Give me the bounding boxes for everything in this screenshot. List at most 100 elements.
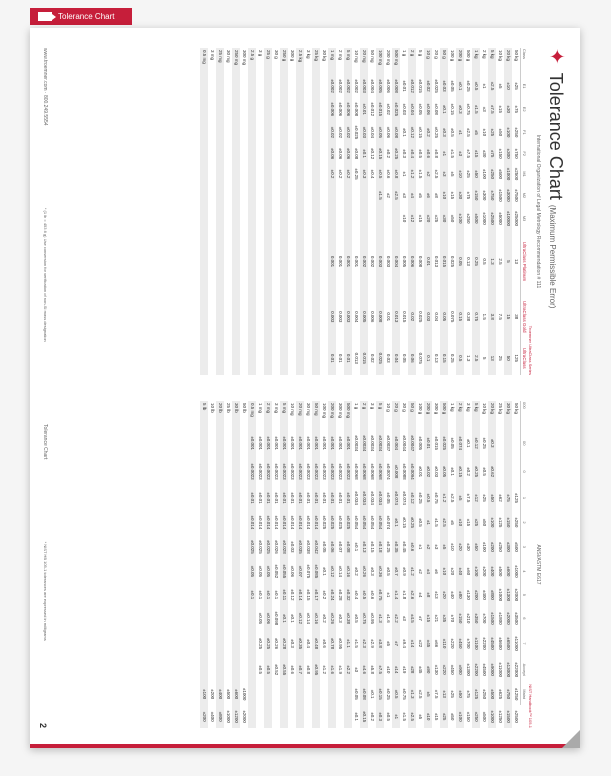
cell: ±200 [209,683,217,706]
cell [209,535,217,559]
cell [289,341,297,375]
cell [257,121,265,144]
cell: ±0.025 [257,535,265,559]
col-header: E1 [521,75,529,98]
table-row: 200 mg±0.006±0.02±0.06±0.2±0.6±20.0030.0… [385,48,393,375]
cell: ±1000 [489,705,497,728]
cell: ±0.1 [369,683,377,706]
cell: ±50 [473,163,481,184]
cell: ±0.26 [273,631,281,657]
cell: ±0.52 [273,656,281,682]
cell: ±0.035 [297,535,305,559]
cell: 200 mg [329,401,337,429]
cell: ±0.015 [417,75,425,98]
cell: ±2500 [513,163,521,184]
right-table-header-right: NIST Handbook™ 105-1 [528,401,533,728]
table-row: 25 kg [313,48,321,375]
cell: 5 lb [201,401,209,429]
table-row: 200 g±0.1±0.3±1±3±10±30±1000.050.150.5 [457,48,465,375]
cell: ±10 [401,206,409,231]
table-row: 250 mg [233,48,241,375]
cell [201,98,209,121]
cell: 25 [497,341,505,375]
cell: ±250 [473,705,481,728]
cell: ±130 [433,656,441,682]
cell [337,705,345,728]
cell: ±0.03 [433,457,441,485]
cell [281,98,289,121]
cell [289,206,297,231]
cell: ±0.6 [409,535,417,559]
table-row: 3 kg [305,48,313,375]
cell: ±0.2 [385,144,393,163]
cell [329,185,337,206]
cell: ±3000 [505,185,513,206]
cell: ±0.3 [441,121,449,144]
table-row: 300 mg±0.001±0.0023±0.01±0.025±0.07±0.14… [337,401,345,728]
cell [209,559,217,583]
cell: ±0.01 [281,486,289,510]
cell: ±500 [497,163,505,184]
cell [289,292,297,341]
cell [249,163,257,184]
cell [233,75,241,98]
cell: ±3 [401,185,409,206]
tables-row: International Organization of Legal Metr… [52,48,541,728]
cell [209,144,217,163]
cell: 500 mg [345,401,353,429]
cell [281,163,289,184]
cell [321,705,329,728]
cell: ±5 [457,486,465,510]
cell: ±0.0023 [321,457,329,485]
cell [225,535,233,559]
cell: ±0.12 [297,606,305,630]
cell [217,429,225,457]
cell: ±10 [449,535,457,559]
cell: ±2.5 [417,683,425,706]
cell [241,606,249,630]
cell: ±0.5 [425,486,433,510]
cell: ±2.2 [393,606,401,630]
cell: ±75 [505,486,513,510]
cell: ±35 [441,606,449,630]
table-row: 30 kg±75±150±300±600±1300±2000±6500±1300… [505,401,513,728]
cell: ±0.25 [385,535,393,559]
cell: ±66 [433,631,441,657]
cell: ±25 [473,510,481,534]
cell: ±10 [457,163,465,184]
cell [217,98,225,121]
cell [201,486,209,510]
cell: ±1000 [225,705,233,728]
table-row: 50 g±0.0047±0.0094±0.12±0.25±0.6±1.2±2.6… [409,401,417,728]
table-row: 50 kg±25±75±250±750±2500±7500±2500013381… [513,48,521,375]
cell [225,656,233,682]
cell [257,98,265,121]
table-row: 25 kg±62±125±250±500±1000±1800±5600±1100… [497,401,505,728]
cell [321,341,329,375]
cell: 3 g [257,48,265,75]
table-row: 500 g±0.025±0.05±1.2±2.5±5±10±20±35±110±… [441,401,449,728]
cell [329,683,337,706]
cell [297,163,305,184]
cell: ±20 [441,584,449,607]
cell: ±2.2 [345,656,353,682]
cell [225,163,233,184]
cell [297,144,305,163]
cell: 0.005 [401,231,409,292]
cell: ±0.074 [457,429,465,457]
cell [265,121,273,144]
cell [233,144,241,163]
cell: 0.13 [465,231,473,292]
cell: ±1250 [513,683,521,706]
cell: ±5 [385,631,393,657]
page-content: ✦ Tolerance Chart (Maximum Permissible E… [30,28,580,748]
cell: 0.005 [361,292,369,341]
table-row: 5 mg±0.001±0.0023±0.01±0.014±0.028±0.055… [281,401,289,728]
cell: ±0.95 [313,656,321,682]
cell: ±50 [473,535,481,559]
cell: 13 [513,231,521,292]
cell: ±0.02 [425,457,433,485]
cell: ±0.5 [385,559,393,583]
cell: ±0.12 [409,486,417,510]
cell [297,98,305,121]
